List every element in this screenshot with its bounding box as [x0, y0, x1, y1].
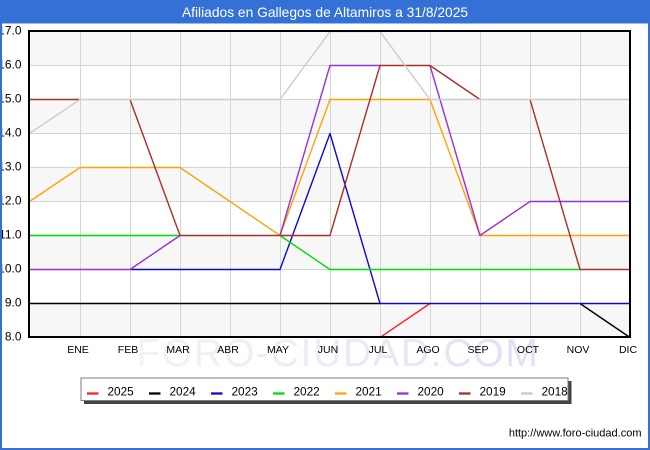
svg-text:2024: 2024: [170, 385, 197, 399]
svg-text:OCT: OCT: [517, 344, 540, 356]
svg-text:FORO-CIUDAD.COM: FORO-CIUDAD.COM: [136, 332, 539, 375]
svg-text:2018: 2018: [542, 385, 569, 399]
svg-text:9.0: 9.0: [5, 296, 22, 310]
svg-text:SEP: SEP: [467, 344, 488, 356]
svg-text:8.0: 8.0: [5, 330, 22, 344]
svg-text:14.0: 14.0: [0, 126, 22, 140]
svg-text:11.0: 11.0: [0, 228, 22, 242]
svg-text:2020: 2020: [418, 385, 445, 399]
svg-text:10.0: 10.0: [0, 262, 22, 276]
svg-text:2021: 2021: [356, 385, 382, 399]
svg-text:15.0: 15.0: [0, 92, 22, 106]
svg-text:JUL: JUL: [369, 344, 388, 356]
svg-text:DIC: DIC: [619, 344, 638, 356]
svg-text:13.0: 13.0: [0, 160, 22, 174]
svg-text:AGO: AGO: [416, 344, 439, 356]
svg-text:NOV: NOV: [567, 344, 590, 356]
svg-text:12.0: 12.0: [0, 194, 22, 208]
svg-text:http://www.foro-ciudad.com: http://www.foro-ciudad.com: [509, 428, 642, 440]
svg-text:2019: 2019: [480, 385, 506, 399]
svg-text:Afiliados en Gallegos de Altam: Afiliados en Gallegos de Altamiros a 31/…: [182, 5, 468, 20]
svg-text:ENE: ENE: [67, 344, 89, 356]
svg-text:MAR: MAR: [166, 344, 190, 356]
svg-text:JUN: JUN: [318, 344, 338, 356]
svg-text:2023: 2023: [232, 385, 259, 399]
svg-text:MAY: MAY: [267, 344, 289, 356]
svg-text:16.0: 16.0: [0, 58, 22, 72]
svg-text:2022: 2022: [294, 385, 320, 399]
svg-text:ABR: ABR: [217, 344, 239, 356]
svg-text:17.0: 17.0: [0, 24, 22, 38]
svg-text:2025: 2025: [108, 385, 135, 399]
svg-text:FEB: FEB: [118, 344, 138, 356]
